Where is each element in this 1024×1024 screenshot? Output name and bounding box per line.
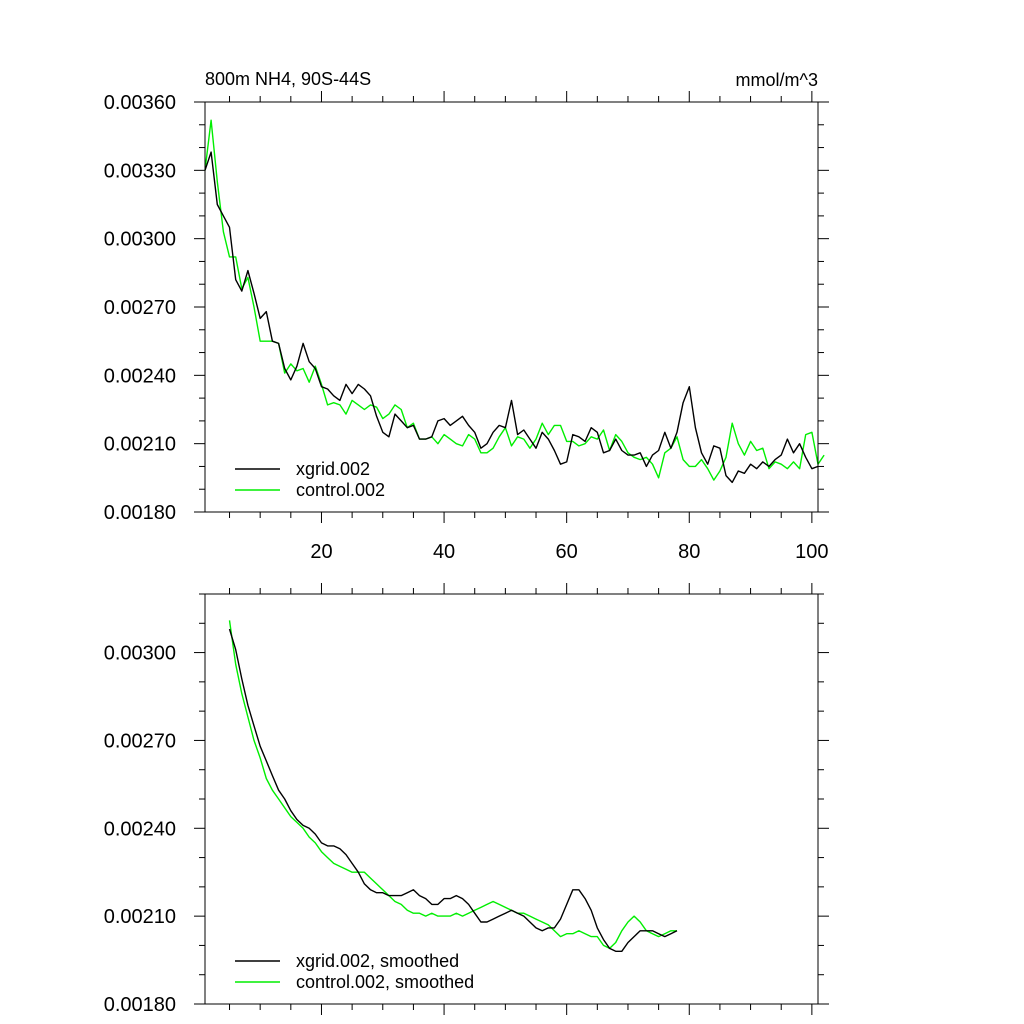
y-tick-label: 0.00270 — [104, 297, 176, 319]
x-tick-label: 20 — [310, 541, 332, 563]
control-series-line — [204, 119, 825, 481]
y-tick-label: 0.00300 — [104, 229, 176, 251]
top-x-tick-labels: 20 40 60 80 100 — [310, 541, 828, 563]
top-series-lines — [204, 119, 825, 484]
bottom-legend: xgrid.002, smoothed control.002, smoothe… — [235, 951, 474, 992]
y-tick-label: 0.00240 — [104, 365, 176, 387]
legend-label-xgrid-smoothed: xgrid.002, smoothed — [296, 951, 459, 971]
legend-label-xgrid: xgrid.002 — [296, 459, 370, 479]
x-tick-label: 60 — [556, 541, 578, 563]
y-tick-label: 0.00270 — [104, 730, 176, 752]
y-tick-label: 0.00240 — [104, 818, 176, 840]
bottom-panel: 0.00180 0.00210 0.00240 0.00270 0.00300 xgri… — [104, 583, 829, 1016]
bottom-y-tick-labels: 0.00180 0.00210 0.00240 0.00270 0.00300 — [104, 643, 176, 1016]
y-tick-label: 0.00180 — [104, 502, 176, 524]
chart-title: 800m NH4, 90S-44S — [205, 69, 371, 89]
x-tick-label: 100 — [795, 541, 828, 563]
x-tick-label: 40 — [433, 541, 455, 563]
y-tick-label: 0.00180 — [104, 994, 176, 1016]
x-tick-label: 80 — [678, 541, 700, 563]
top-panel: 800m NH4, 90S-44S mmol/m^3 0.00180 0.0021… — [104, 69, 829, 563]
legend-label-control-smoothed: control.002, smoothed — [296, 972, 474, 992]
legend-label-control: control.002 — [296, 480, 385, 500]
y-tick-label: 0.00330 — [104, 160, 176, 182]
y-tick-label: 0.00300 — [104, 643, 176, 665]
y-tick-label: 0.00360 — [104, 92, 176, 114]
top-y-tick-labels: 0.00180 0.00210 0.00240 0.00270 0.00300 0.003… — [104, 92, 176, 524]
units-label: mmol/m^3 — [736, 70, 818, 90]
control-series-line — [228, 620, 677, 950]
xgrid-series-line — [228, 628, 678, 952]
top-axis-ticks — [194, 91, 829, 523]
xgrid-series-line — [204, 151, 819, 484]
bottom-series-lines — [228, 620, 678, 952]
bottom-axis-ticks — [194, 583, 829, 1015]
y-tick-label: 0.00210 — [104, 906, 176, 928]
bottom-plot-frame — [204, 593, 819, 1005]
top-legend: xgrid.002 control.002 — [235, 459, 385, 500]
y-tick-label: 0.00210 — [104, 434, 176, 456]
top-plot-frame — [204, 101, 819, 513]
